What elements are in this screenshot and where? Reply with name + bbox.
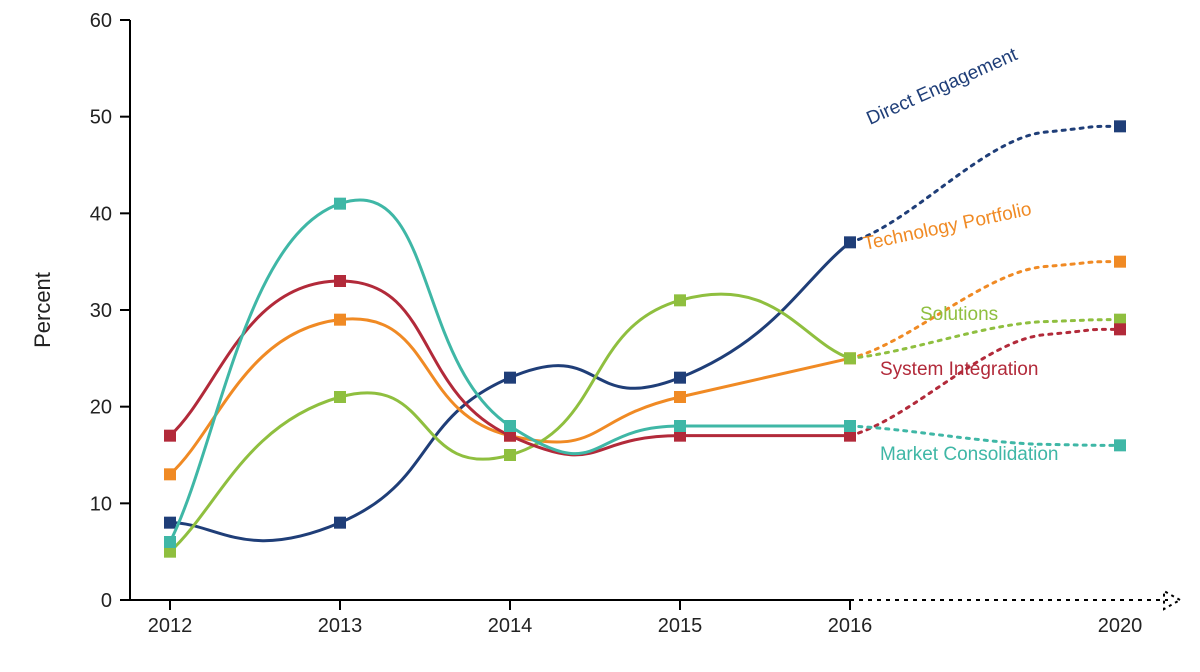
- series-projection: [850, 320, 1120, 359]
- y-tick-label: 20: [90, 397, 112, 419]
- series-label: Direct Engagement: [863, 44, 1021, 130]
- x-tick-label: 2015: [658, 615, 703, 637]
- line-chart: 0 10 20 30 40 50 60 Percent 2012 2013 2014 2015 2016…: [0, 0, 1200, 672]
- series-marker: [164, 430, 176, 442]
- series-marker: [164, 468, 176, 480]
- series-marker: [164, 517, 176, 529]
- series-marker: [1114, 256, 1126, 268]
- y-tick-label: 30: [90, 300, 112, 322]
- series-projection: [850, 426, 1120, 445]
- x-tick-label: 2014: [488, 615, 533, 637]
- series-marker: [1114, 120, 1126, 132]
- y-tick-label: 40: [90, 203, 112, 225]
- x-tick-label: 2013: [318, 615, 363, 637]
- series-marker: [1114, 323, 1126, 335]
- series-marker: [334, 391, 346, 403]
- series-label: Technology Portfolio: [862, 199, 1034, 255]
- x-tick-label: 2012: [148, 615, 193, 637]
- series-marker: [334, 517, 346, 529]
- series-marker: [674, 391, 686, 403]
- series-marker: [844, 352, 856, 364]
- series-marker: [334, 275, 346, 287]
- series-marker: [674, 420, 686, 432]
- series-label: Solutions: [920, 304, 998, 325]
- y-tick-label: 50: [90, 107, 112, 129]
- series-marker: [1114, 439, 1126, 451]
- series-marker: [504, 420, 516, 432]
- chart-svg: 0 10 20 30 40 50 60 Percent 2012 2013 2014 2015 2016…: [0, 0, 1200, 672]
- series-label: System Integration: [880, 359, 1038, 380]
- series-projection: [850, 329, 1120, 435]
- series-marker: [674, 294, 686, 306]
- y-tick-label: 60: [90, 10, 112, 32]
- series-marker: [334, 198, 346, 210]
- series-marker: [504, 449, 516, 461]
- series-line: [170, 242, 850, 540]
- x-tick-label: 2016: [828, 615, 873, 637]
- series-line: [170, 200, 850, 542]
- series-marker: [504, 372, 516, 384]
- x-tick-label: 2020: [1098, 615, 1143, 637]
- series-marker: [334, 314, 346, 326]
- y-tick-label: 10: [90, 493, 112, 515]
- series-label: Market Consolidation: [880, 444, 1058, 465]
- y-tick-label: 0: [101, 590, 112, 612]
- series-marker: [844, 420, 856, 432]
- series-marker: [674, 372, 686, 384]
- series-marker: [164, 536, 176, 548]
- series-marker: [844, 236, 856, 248]
- y-axis-title: Percent: [30, 272, 55, 348]
